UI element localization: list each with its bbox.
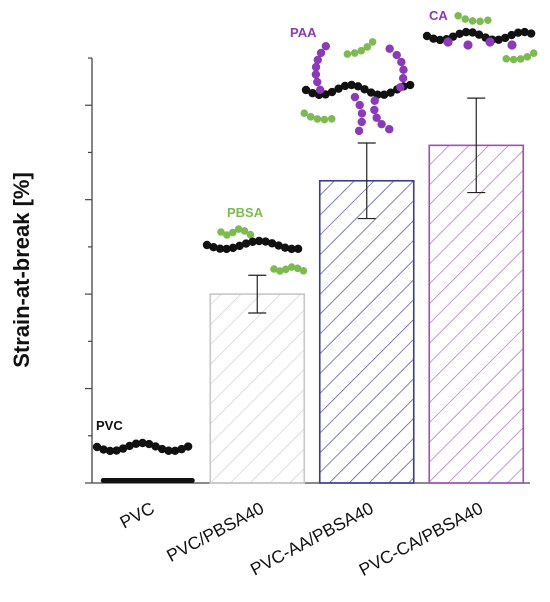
ca-bead	[507, 40, 517, 50]
pvc-chain-4	[422, 27, 536, 45]
paa-branch-4	[370, 96, 394, 134]
ca-label: CA	[429, 8, 448, 23]
molecule-illustrations: PVC PBSA PAA CA	[92, 8, 538, 456]
pbsa-chain	[217, 225, 255, 239]
ca-bead	[443, 37, 453, 47]
bar-pvc-pbsa40	[209, 293, 306, 484]
bar-pvc-aa-pbsa40	[318, 179, 415, 484]
pbsa-label: PBSA	[227, 205, 264, 220]
pbsa-chain-5	[454, 11, 492, 26]
error-bar	[357, 142, 376, 220]
x-tick-label: PVC-CA/PBSA40	[356, 498, 487, 580]
ca-bead	[485, 37, 495, 47]
x-tick-label: PVC	[116, 498, 157, 533]
pvc-chain	[92, 438, 193, 456]
pbsa-chain-6	[502, 49, 538, 64]
ca-bead	[463, 40, 473, 50]
paa-label: PAA	[290, 25, 317, 40]
pbsa-chain-4	[300, 109, 336, 124]
pbsa-chain-2	[270, 263, 308, 275]
y-axis-label: Strain-at-break [%]	[9, 172, 34, 368]
paa-branch-1	[311, 41, 331, 95]
pvc-label: PVC	[96, 418, 123, 433]
error-bars-group	[248, 97, 486, 314]
pbsa-chain-3	[343, 38, 377, 58]
paa-branch-3	[385, 44, 408, 92]
pvc-chain-2	[202, 236, 303, 254]
error-bar	[467, 97, 486, 194]
error-bar	[248, 274, 267, 314]
bars-group	[100, 144, 525, 484]
paa-branch-2	[350, 92, 367, 136]
bar-pvc	[100, 478, 195, 483]
x-tick-label: PVC/PBSA40	[163, 498, 267, 566]
bar-pvc-ca-pbsa40	[428, 144, 525, 484]
